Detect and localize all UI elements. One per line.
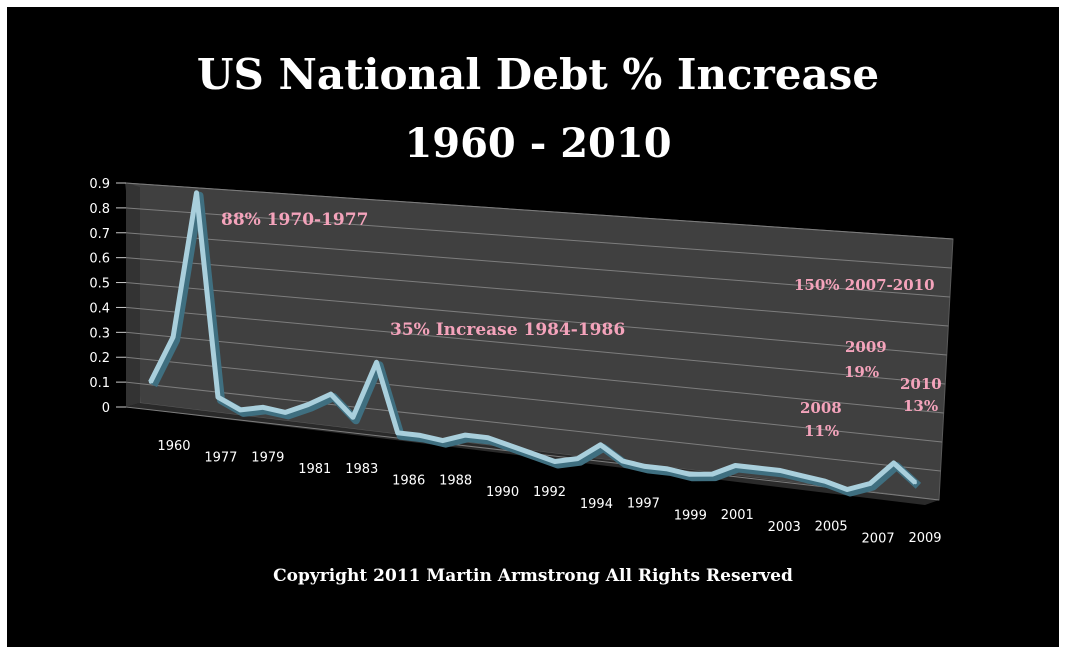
y-tick-label: 0.7 [89, 227, 110, 242]
y-tick-label: 0 [102, 401, 110, 416]
data-point [778, 469, 782, 473]
data-point [733, 463, 737, 467]
x-tick-label: 1983 [345, 462, 378, 477]
data-point [801, 474, 805, 478]
data-point [598, 443, 602, 447]
gridline [125, 282, 947, 356]
y-tick-label: 0.2 [89, 351, 110, 366]
data-point [351, 415, 355, 419]
data-point [148, 380, 152, 384]
series-line [148, 190, 922, 497]
y-axis: 0 0.1 0.2 0.3 0.4 0.5 0.6 0.7 0.8 0.9 [89, 177, 126, 416]
y-tick-label: 0.9 [89, 177, 110, 192]
x-tick-label: 1960 [157, 439, 190, 454]
data-point [710, 472, 714, 476]
debt-line-chart: US National Debt % Increase 1960 - 2010 … [89, 50, 954, 586]
data-point [756, 466, 760, 470]
data-point [823, 479, 827, 483]
chart-panel: US National Debt % Increase 1960 - 2010 … [7, 7, 1059, 647]
data-point [575, 457, 579, 461]
chart-title: US National Debt % Increase [197, 50, 879, 99]
x-tick-label: 1994 [580, 497, 613, 512]
x-tick-label: 2009 [908, 531, 941, 546]
x-tick-label: 1990 [486, 485, 519, 500]
chart-subtitle: 1960 - 2010 [404, 120, 671, 167]
x-tick-label: 1981 [298, 462, 331, 477]
data-point [171, 335, 175, 339]
data-point [216, 395, 220, 399]
data-point [261, 405, 265, 409]
annotation-label: 2010 [900, 375, 942, 393]
data-point [531, 452, 534, 455]
annotations: 88% 1970-1977 35% Increase 1984-1986 150% … [221, 210, 942, 440]
y-tick-label: 0.5 [89, 277, 110, 292]
y-tick-label: 0.8 [89, 202, 110, 217]
x-tick-label: 2005 [815, 520, 848, 535]
x-axis: 1960 1977 1979 1981 1983 1986 1988 1990 1992 1994… [157, 439, 941, 546]
annotation-label: 88% 1970-1977 [221, 210, 368, 230]
y-tick-label: 0.6 [89, 252, 110, 267]
data-point [913, 481, 917, 485]
data-point [329, 392, 333, 396]
data-point [418, 433, 422, 437]
gridline [125, 331, 944, 414]
data-point [892, 461, 896, 465]
y-tick-label: 0.4 [89, 301, 110, 316]
data-point [486, 436, 490, 440]
data-point [238, 408, 242, 412]
data-point [868, 481, 872, 485]
y-tick-label: 0.1 [89, 376, 110, 391]
annotation-label: 150% 2007-2010 [794, 276, 935, 294]
data-point [396, 431, 400, 435]
x-tick-label: 1992 [533, 485, 566, 500]
gridline [125, 257, 949, 327]
data-point [643, 464, 647, 468]
gridline [125, 207, 952, 269]
data-point [508, 444, 512, 448]
gridline [125, 232, 950, 298]
gridline [125, 306, 946, 385]
x-tick-label: 1988 [439, 473, 472, 488]
data-point [374, 360, 378, 364]
x-tick-label: 1979 [251, 450, 284, 465]
gridlines [125, 182, 954, 501]
data-point [665, 467, 669, 471]
copyright-footer: Copyright 2011 Martin Armstrong All Righ… [273, 566, 793, 586]
x-tick-label: 1977 [204, 451, 237, 466]
x-tick-label: 1986 [392, 474, 425, 489]
data-point [195, 191, 199, 195]
gridline [125, 182, 954, 240]
data-point [845, 487, 849, 491]
x-tick-label: 1999 [674, 508, 707, 523]
data-point [688, 472, 692, 476]
data-point [553, 459, 557, 463]
data-point [441, 439, 445, 443]
side-wall [126, 183, 140, 407]
y-tick-label: 0.3 [89, 326, 110, 341]
gridline [125, 356, 943, 443]
data-point [283, 410, 287, 414]
x-tick-label: 2001 [721, 508, 754, 523]
annotation-label: 11% [804, 422, 839, 440]
data-point [306, 403, 310, 407]
annotation-label: 19% [844, 363, 879, 381]
data-point [621, 459, 625, 463]
gridline [125, 381, 941, 472]
x-tick-label: 2007 [862, 531, 895, 546]
data-point [463, 433, 467, 437]
x-tick-label: 1997 [627, 497, 660, 512]
annotation-label: 13% [903, 397, 938, 415]
annotation-label: 2009 [845, 338, 887, 356]
annotation-label: 35% Increase 1984-1986 [390, 320, 625, 340]
x-tick-label: 2003 [768, 520, 801, 535]
annotation-label: 2008 [800, 399, 842, 417]
